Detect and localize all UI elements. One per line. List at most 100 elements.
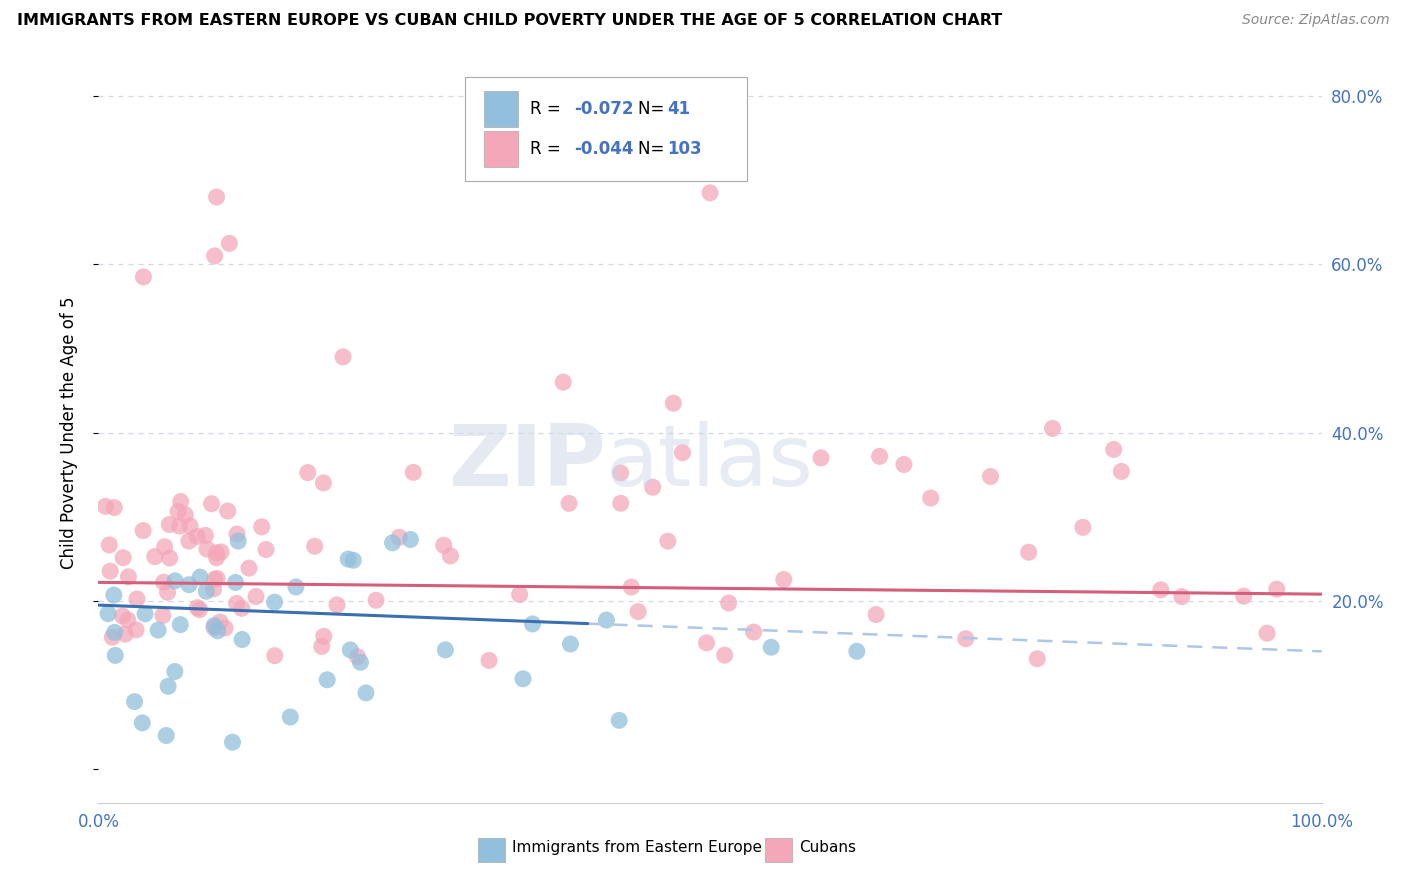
Point (94, 500, 117, 514)
Point (131, 715, 153, 730)
Point (354, 686, 377, 700)
Point (297, 466, 319, 480)
Point (1256, 626, 1278, 640)
Point (254, 542, 277, 557)
Point (195, 584, 218, 599)
Point (713, 648, 735, 662)
Point (157, 517, 180, 532)
Point (742, 625, 765, 640)
Point (186, 529, 208, 543)
Point (1150, 582, 1173, 597)
Point (1018, 545, 1040, 559)
Point (125, 623, 148, 637)
Point (316, 673, 339, 687)
Point (226, 527, 249, 541)
Point (169, 617, 191, 632)
Text: Source: ZipAtlas.com: Source: ZipAtlas.com (1241, 13, 1389, 28)
Text: 41: 41 (668, 100, 690, 118)
FancyBboxPatch shape (484, 131, 517, 167)
Point (231, 632, 253, 647)
Point (167, 504, 190, 518)
Point (153, 540, 176, 554)
Text: -0.044: -0.044 (574, 140, 634, 158)
Point (152, 608, 174, 623)
Point (699, 186, 721, 200)
FancyBboxPatch shape (478, 838, 505, 862)
Point (657, 534, 679, 549)
Point (169, 519, 191, 533)
Point (214, 621, 236, 635)
Point (188, 570, 211, 584)
Point (159, 551, 181, 566)
Point (312, 629, 335, 643)
Point (155, 729, 177, 743)
Point (869, 450, 891, 464)
Point (761, 640, 783, 655)
Point (218, 236, 240, 251)
Text: R =: R = (530, 140, 567, 158)
Point (312, 475, 335, 490)
Point (342, 553, 364, 567)
Point (1111, 464, 1133, 478)
Point (893, 458, 915, 472)
Point (250, 520, 273, 534)
Point (143, 549, 166, 564)
Point (202, 582, 225, 596)
Point (200, 497, 222, 511)
Point (399, 533, 422, 547)
Point (641, 480, 664, 494)
Text: 103: 103 (668, 140, 702, 158)
Text: IMMIGRANTS FROM EASTERN EUROPE VS CUBAN CHILD POVERTY UNDER THE AGE OF 5 CORRELA: IMMIGRANTS FROM EASTERN EUROPE VS CUBAN … (17, 13, 1002, 29)
Point (1233, 589, 1256, 603)
Point (553, 375, 575, 389)
Point (337, 552, 360, 566)
FancyBboxPatch shape (765, 838, 792, 862)
Point (101, 630, 124, 644)
Point (311, 640, 333, 654)
Point (920, 491, 942, 505)
FancyBboxPatch shape (465, 78, 747, 181)
Point (955, 632, 977, 646)
Point (662, 396, 685, 410)
Point (125, 591, 148, 606)
Point (163, 665, 186, 679)
Point (402, 466, 425, 480)
Point (104, 648, 127, 663)
Point (177, 577, 200, 591)
Point (1071, 520, 1094, 534)
Point (1171, 590, 1194, 604)
Point (509, 587, 531, 601)
Point (117, 613, 139, 627)
Text: Cubans: Cubans (800, 839, 856, 855)
Point (186, 600, 208, 615)
Text: ZIP: ZIP (449, 421, 606, 504)
Point (388, 530, 411, 544)
Point (209, 615, 232, 629)
Point (117, 570, 139, 584)
Point (209, 545, 232, 559)
Text: N=: N= (638, 100, 669, 118)
Point (124, 695, 146, 709)
Text: N=: N= (638, 140, 669, 158)
Point (609, 466, 631, 480)
Point (103, 500, 125, 515)
Text: atlas: atlas (606, 421, 814, 504)
Point (163, 574, 186, 588)
Point (114, 627, 136, 641)
Point (696, 636, 718, 650)
Point (349, 655, 371, 669)
Point (98, 564, 121, 578)
Point (104, 625, 127, 640)
Point (810, 450, 832, 465)
Point (865, 607, 887, 622)
Point (238, 561, 260, 575)
Point (772, 573, 794, 587)
Point (146, 623, 169, 637)
Point (620, 580, 643, 594)
Point (339, 643, 361, 657)
Point (103, 588, 125, 602)
Point (671, 445, 693, 459)
Point (845, 644, 868, 658)
Point (245, 590, 267, 604)
Point (263, 595, 285, 609)
